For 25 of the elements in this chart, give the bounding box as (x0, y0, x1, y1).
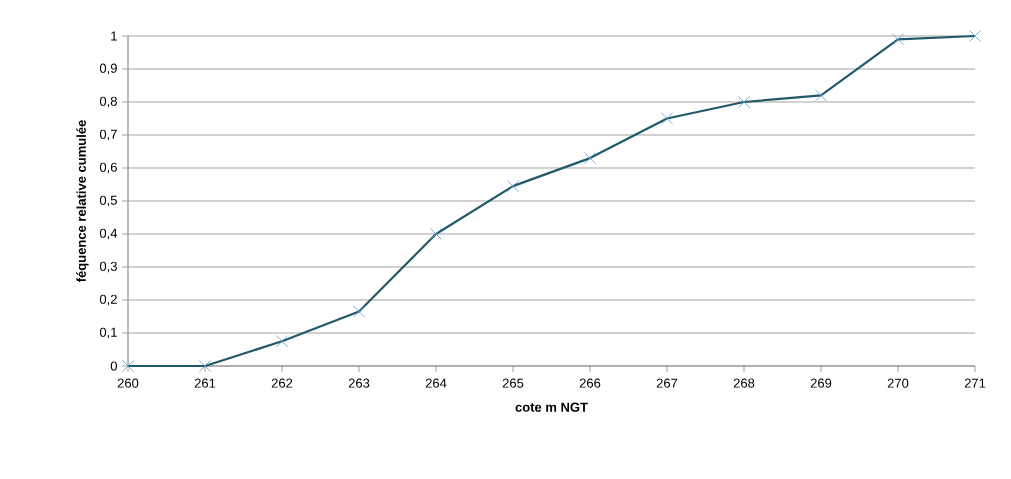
x-tick-label: 266 (579, 378, 601, 388)
y-axis-title: féquence relative cumulée (76, 120, 89, 283)
y-tick-label: 0 (110, 361, 117, 371)
y-tick-label: 1 (111, 31, 117, 41)
x-tick-label: 271 (964, 378, 986, 388)
y-tick-label: 0,8 (99, 96, 117, 108)
x-tick-label: 268 (733, 378, 755, 388)
y-tick-label: 0,3 (99, 261, 117, 273)
y-tick-label: 0,4 (99, 228, 118, 240)
x-tick-label: 262 (271, 378, 293, 388)
x-tick-label: 263 (348, 378, 370, 388)
x-tick-label: 260 (117, 378, 139, 388)
x-tick-label: 269 (810, 378, 832, 388)
y-tick-label: 0,5 (99, 195, 117, 207)
y-tick-label: 0,1 (99, 327, 117, 339)
x-tick-label: 261 (194, 378, 216, 388)
x-axis-title: cote m NGT (515, 402, 588, 412)
x-tick-label: 267 (656, 378, 678, 388)
y-tick-label: 0,6 (99, 162, 117, 174)
y-tick-label: 0,7 (99, 129, 117, 141)
y-tick-label: 0,9 (99, 63, 117, 75)
x-tick-label: 270 (887, 378, 909, 388)
x-tick-label: 265 (502, 378, 524, 388)
y-tick-label: 0,2 (99, 294, 117, 306)
x-tick-label: 264 (425, 378, 447, 388)
